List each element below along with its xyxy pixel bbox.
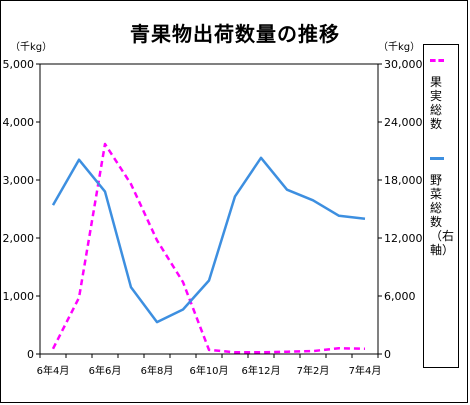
plot-area — [39, 63, 379, 355]
legend-label-vegetable: 野菜総数（右軸） — [430, 173, 455, 257]
legend: 果実総数 野菜総数（右軸） — [423, 44, 459, 368]
legend-swatch-fruit — [430, 59, 444, 62]
left-axis-tick-label: 4,000 — [3, 116, 35, 129]
x-axis-tick-label: 7年2月 — [297, 364, 330, 377]
right-axis-tick-label: 12,000 — [384, 232, 423, 245]
fruit-total-line — [51, 142, 366, 354]
right-axis-tick-label: 30,000 — [384, 58, 423, 71]
chart-title: 青果物出荷数量の推移 — [130, 22, 340, 46]
x-axis-tick-label: 6年12月 — [241, 364, 280, 377]
legend-swatch-vegetable — [430, 157, 444, 160]
right-axis-tick-label: 24,000 — [384, 116, 423, 129]
right-axis-tick-label: 0 — [384, 348, 391, 361]
x-axis-tick-label: 6年6月 — [89, 364, 122, 377]
legend-label-fruit: 果実総数 — [430, 75, 443, 131]
left-axis-unit: （千kg） — [10, 42, 53, 53]
x-axis-tick-label: 6年10月 — [189, 364, 228, 377]
vegetable-total-line — [51, 156, 366, 324]
x-axis-tick-label: 6年4月 — [37, 364, 70, 377]
right-axis-tick-label: 18,000 — [384, 174, 423, 187]
left-axis-tick-label: 1,000 — [3, 290, 35, 303]
left-axis-tick-label: 2,000 — [3, 232, 35, 245]
left-axis-tick-label: 3,000 — [3, 174, 35, 187]
x-axis-tick-label: 6年8月 — [141, 364, 174, 377]
x-axis-tick-label: 7年4月 — [349, 364, 382, 377]
left-axis-tick-label: 0 — [27, 348, 34, 361]
right-axis-unit: （千kg） — [378, 42, 421, 53]
right-axis-tick-label: 6,000 — [384, 290, 416, 303]
left-axis-tick-label: 5,000 — [3, 58, 35, 71]
